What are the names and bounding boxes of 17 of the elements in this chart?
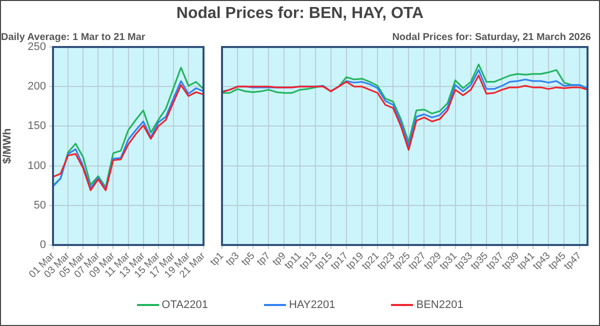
x-tick-label: tp1 — [208, 250, 226, 268]
x-tick-label: tp3 — [224, 250, 242, 268]
legend-label: OTA2201 — [160, 299, 208, 311]
chart-subtitle: Nodal Prices for: Saturday, 21 March 2026 — [392, 32, 592, 43]
y-tick-label: 250 — [28, 41, 46, 54]
legend-label: BEN2201 — [415, 299, 464, 311]
chart-title: Daily Average: 1 Mar to 21 Mar — [1, 32, 146, 43]
y-tick-label: 200 — [28, 80, 46, 93]
y-axis-title: $/MWh — [2, 128, 14, 164]
y-tick-label: 150 — [28, 120, 46, 132]
x-tick-label: tp5 — [240, 250, 258, 268]
y-tick-label: 50 — [34, 199, 46, 212]
legend-label: HAY2201 — [288, 299, 336, 311]
y-tick-label: 100 — [28, 160, 46, 172]
chart-title: Nodal Prices for: BEN, HAY, OTA — [175, 5, 425, 23]
x-tick-label: tp7 — [255, 250, 274, 268]
y-tick-label: 0 — [40, 239, 46, 252]
